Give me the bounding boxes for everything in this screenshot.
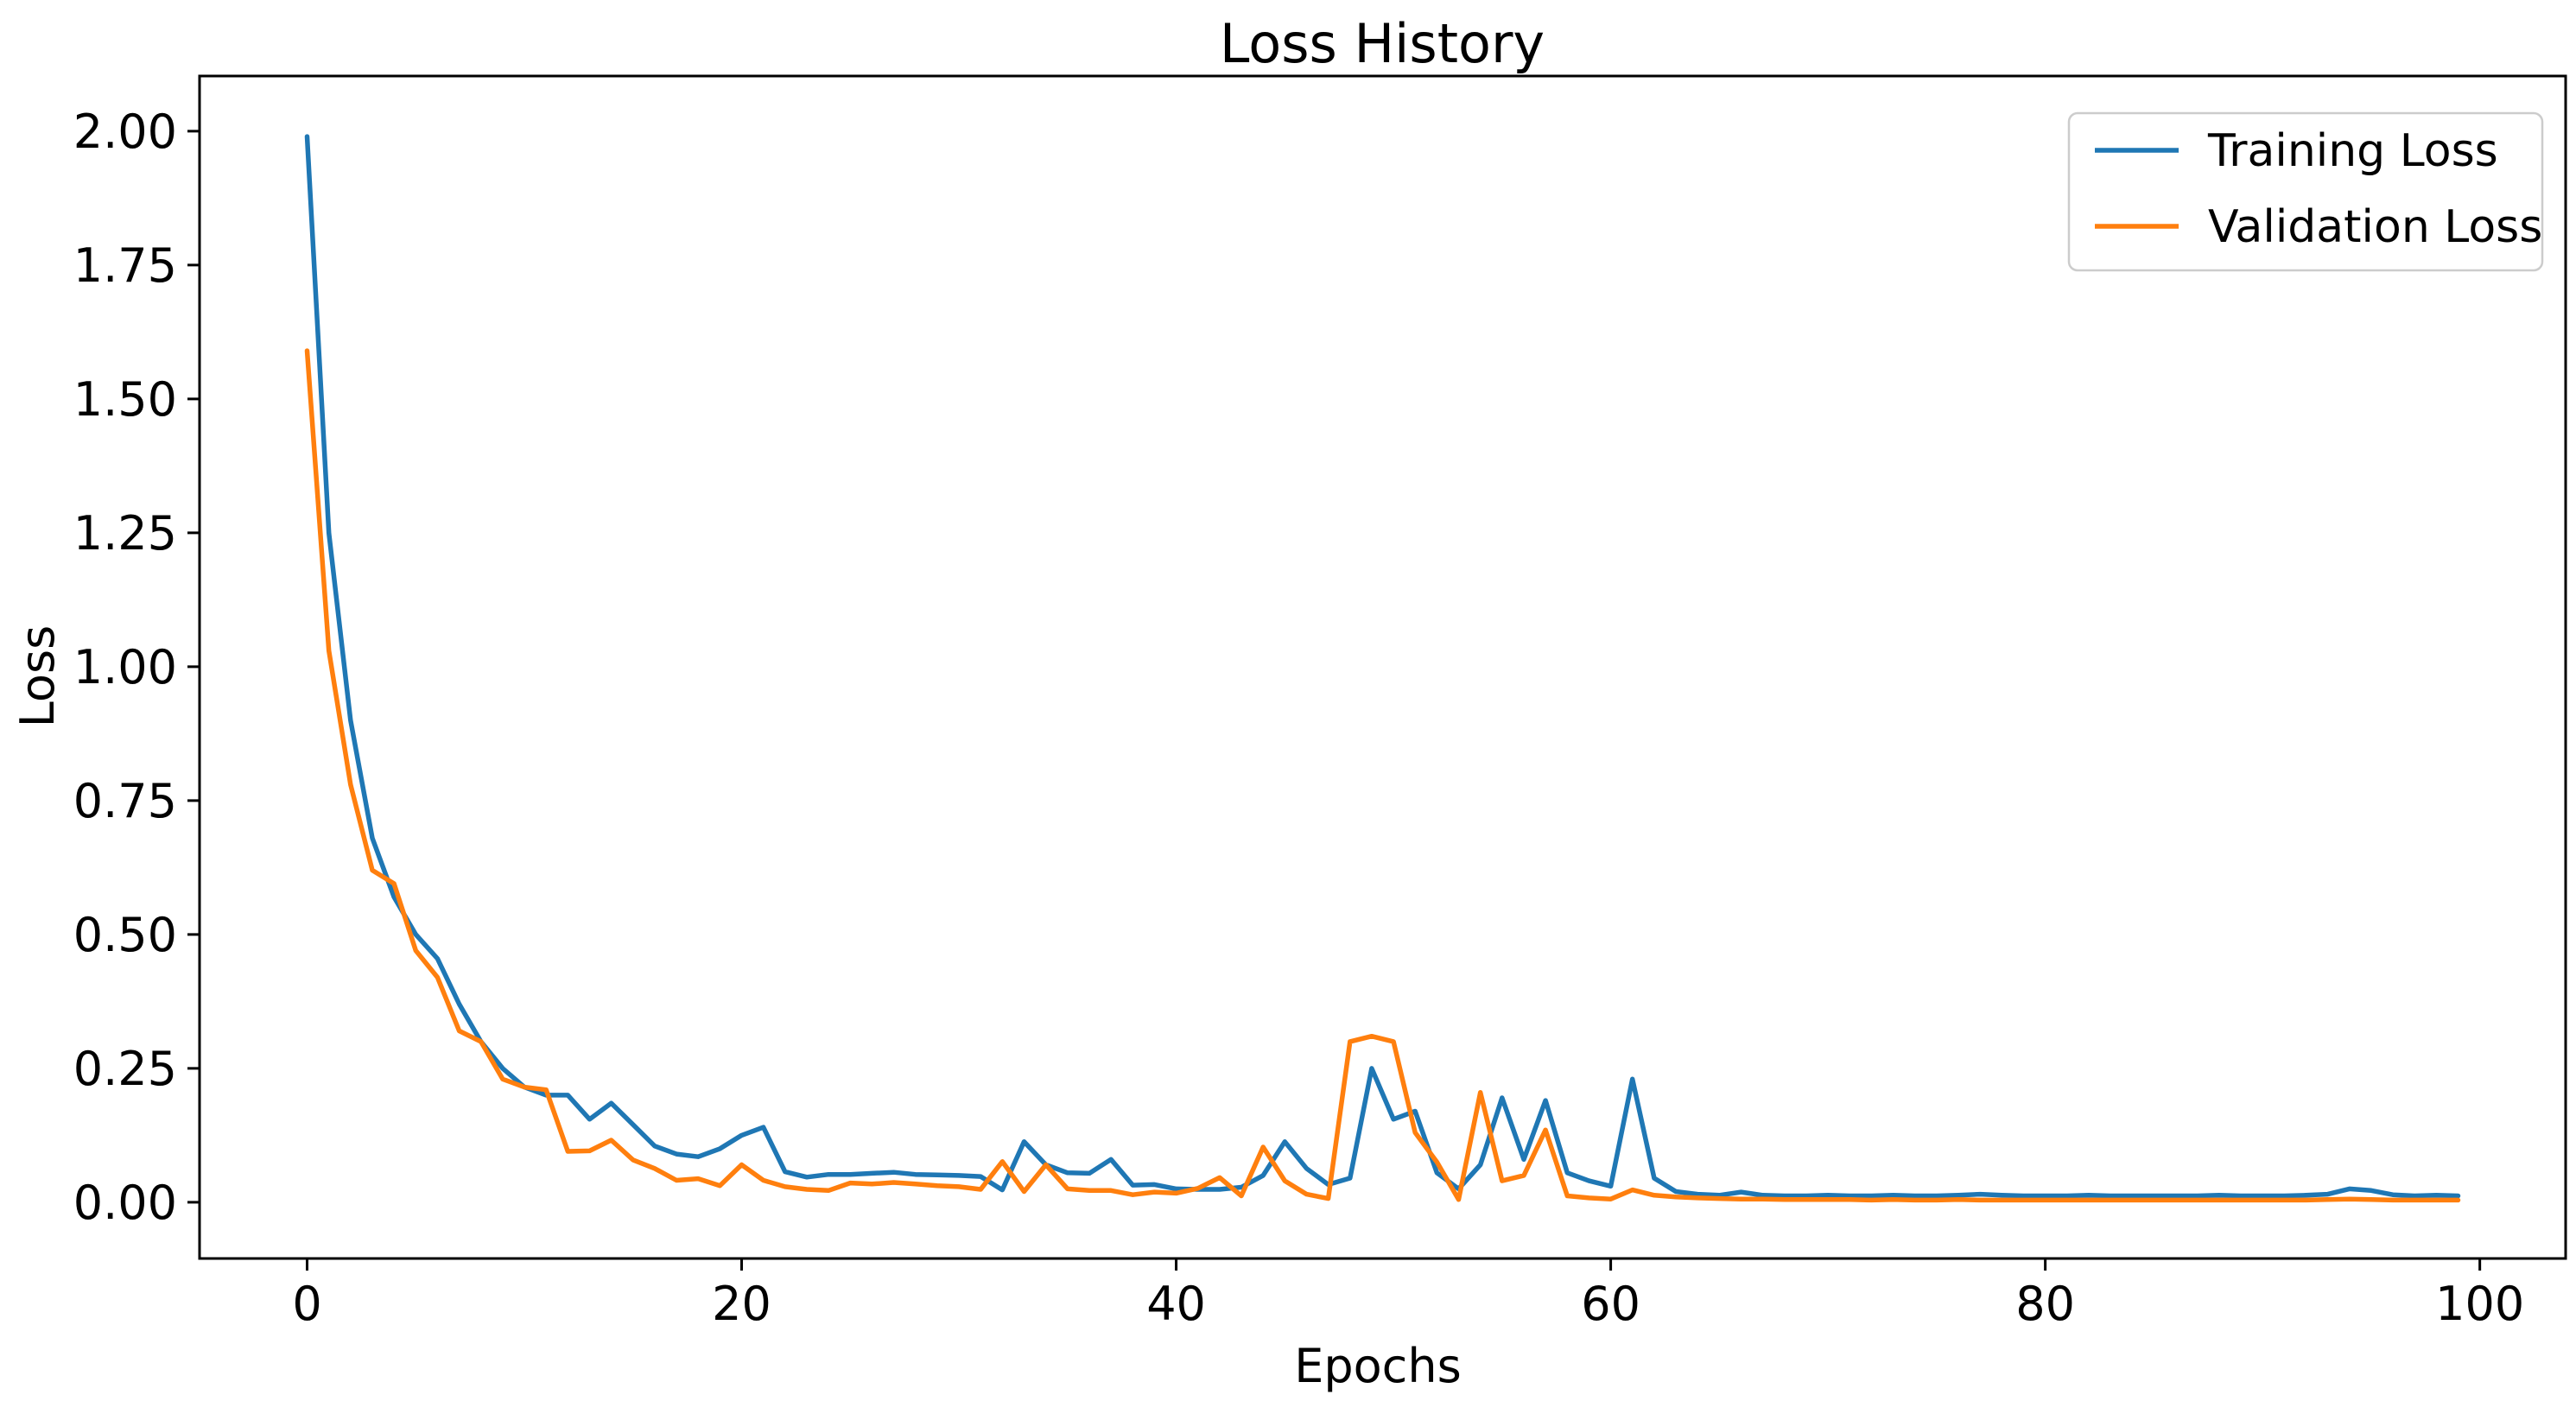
x-tick-label: 20 — [712, 1277, 771, 1331]
chart-title: Loss History — [1220, 12, 1545, 75]
legend-item-training-loss: Training Loss — [2095, 125, 2498, 177]
y-tick-label: 1.50 — [73, 372, 177, 427]
y-tick-label: 1.25 — [73, 506, 177, 561]
training-loss-legend-label: Training Loss — [2207, 125, 2498, 177]
x-axis-ticks: 0 20 40 60 80 100 — [292, 1258, 2524, 1331]
x-tick-label: 0 — [292, 1277, 321, 1331]
y-tick-label: 0.25 — [73, 1042, 177, 1096]
x-tick-label: 40 — [1146, 1277, 1206, 1331]
y-tick-label: 0.75 — [73, 774, 177, 828]
x-tick-label: 100 — [2435, 1277, 2524, 1331]
plot-series — [304, 134, 2461, 1203]
legend-box — [2067, 111, 2544, 272]
y-tick-label: 0.50 — [73, 908, 177, 962]
y-axis-label: Loss — [10, 625, 65, 727]
x-tick-label: 80 — [2015, 1277, 2075, 1331]
y-tick-label: 1.00 — [73, 640, 177, 694]
validation-loss-legend-label: Validation Loss — [2208, 201, 2542, 253]
validation-loss-line — [304, 348, 2461, 1203]
y-tick-label: 0.00 — [73, 1176, 177, 1230]
y-tick-label: 1.75 — [73, 238, 177, 293]
plot-area-frame — [198, 74, 2567, 1260]
y-axis-ticks: 0.00 0.25 0.50 0.75 1.00 1.25 1.50 1.75 2.00 — [73, 105, 200, 1230]
x-tick-label: 60 — [1581, 1277, 1640, 1331]
x-axis-label: Epochs — [1294, 1339, 1461, 1393]
legend: Training Loss Validation Loss — [2067, 111, 2544, 272]
y-tick-label: 2.00 — [73, 105, 177, 159]
training-loss-line — [304, 134, 2461, 1199]
legend-item-validation-loss: Validation Loss — [2095, 201, 2542, 253]
